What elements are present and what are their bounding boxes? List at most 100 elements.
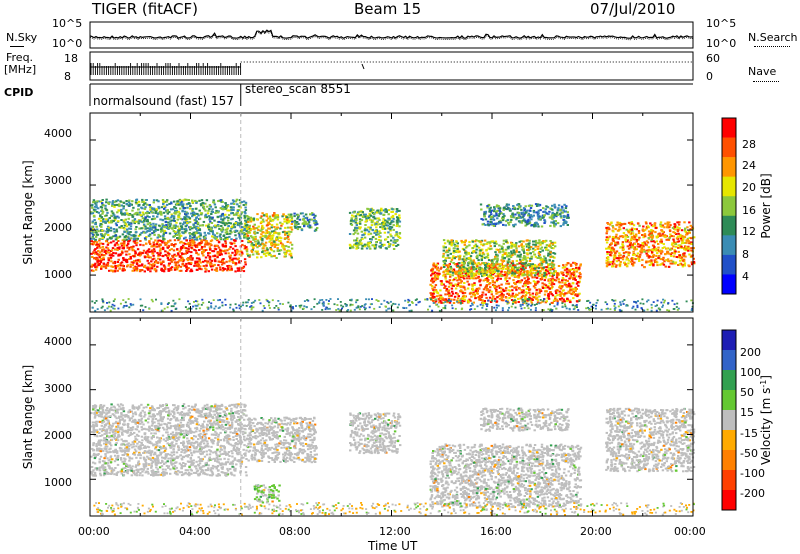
velocity-colorbar-cell-1 [722, 350, 736, 371]
power-ground-scatter [91, 298, 694, 312]
nsearch-legend-line [754, 46, 790, 47]
velocity-region-5 [479, 407, 570, 432]
freq-panel-frame [89, 51, 694, 81]
freq-bars [90, 63, 242, 75]
power-cb-tick-16: 16 [742, 204, 756, 217]
velocity-cb-tick-m50: -50 [740, 447, 758, 460]
velocity-ytick-2000: 2000 [44, 429, 72, 442]
rotated-label-layer: Slant Range [km] Power [dB] Slant Range [k… [21, 160, 773, 469]
freq-unit-label: [MHz] [4, 63, 37, 76]
noise-search-line [89, 31, 694, 41]
velocity-region-6 [605, 407, 696, 473]
power-ytick-3000: 3000 [44, 174, 72, 187]
power-colorbar-cell-5 [722, 215, 736, 236]
power-region-0 [90, 239, 248, 273]
power-region-6 [441, 239, 557, 278]
power-colorbar-frame [721, 117, 737, 295]
x-tick-3: 12:00 [379, 525, 411, 538]
velocity-cb-tick-15: 15 [740, 406, 754, 419]
nsky-label: N.Sky [6, 31, 38, 44]
freq-tick-bottom: 8 [64, 70, 71, 83]
velocity-colorbar-cell-0 [722, 330, 736, 351]
velocity-cb-tick-100: 100 [740, 366, 761, 379]
power-colorbar-label: Power [dB] [759, 173, 773, 238]
power-colorbar-cell-6 [722, 235, 736, 256]
power-cb-tick-4: 4 [742, 270, 749, 283]
power-colorbar-cell-3 [722, 176, 736, 197]
power-colorbar-cell-4 [722, 196, 736, 217]
velocity-region-2 [253, 484, 281, 504]
cpid-label: CPID [4, 86, 34, 99]
power-ytick-2000: 2000 [44, 221, 72, 234]
power-cb-tick-8: 8 [742, 248, 749, 261]
data-layer [89, 29, 736, 516]
velocity-region-4 [429, 443, 583, 509]
velocity-cb-tick-50: 50 [740, 386, 754, 399]
cpid-segment-2: stereo_scan 8551 [245, 82, 351, 96]
power-region-3 [291, 212, 319, 232]
velocity-region-1 [245, 416, 318, 464]
frame-layer [89, 21, 737, 517]
velocity-panel-frame [89, 317, 694, 517]
nsearch-tick-bottom: 10^0 [706, 37, 737, 50]
power-cb-tick-12: 12 [742, 225, 756, 238]
velocity-ytick-1000: 1000 [44, 476, 72, 489]
power-cb-tick-24: 24 [742, 159, 756, 172]
x-axis-label: Time UT [368, 539, 418, 553]
x-tick-1: 04:00 [179, 525, 211, 538]
velocity-colorbar-cell-4 [722, 410, 736, 431]
velocity-colorbar-label: Velocity [m s-1] [759, 375, 773, 465]
nave-legend-line [753, 81, 779, 82]
cpid-segment-1: normalsound (fast) 157 [93, 94, 234, 108]
power-colorbar-cell-1 [722, 137, 736, 158]
nave-tick-bottom: 0 [706, 70, 713, 83]
velocity-colorbar-cell-8 [722, 490, 736, 511]
nsky-tick-bottom: 10^0 [52, 37, 83, 50]
radar-title: TIGER (fitACF) [92, 0, 199, 18]
power-region-8 [605, 221, 696, 269]
velocity-ytick-3000: 3000 [44, 382, 72, 395]
velocity-cb-tick-200: 200 [740, 346, 761, 359]
velocity-cb-tick-m15: -15 [740, 427, 758, 440]
power-colorbar-cell-2 [722, 157, 736, 177]
noise-sky-line [89, 29, 694, 39]
power-region-7 [479, 203, 570, 228]
velocity-cb-tick-m200: -200 [740, 487, 765, 500]
velocity-region-3 [349, 412, 402, 455]
velocity-y-axis-label: Slant Range [km] [21, 365, 35, 469]
x-tick-0: 00:00 [78, 525, 110, 538]
velocity-colorbar-cell-5 [722, 430, 736, 451]
power-colorbar-cell-0 [722, 118, 736, 138]
noise-panel-frame [89, 21, 694, 49]
power-region-4 [348, 207, 402, 250]
nsearch-label: N.Search [748, 31, 798, 44]
nsky-tick-top: 10^5 [52, 17, 83, 30]
velocity-colorbar-frame [721, 329, 737, 511]
power-ytick-1000: 1000 [44, 268, 72, 281]
velocity-region-0 [90, 403, 249, 477]
power-ytick-4000: 4000 [44, 127, 72, 140]
power-region-2 [245, 212, 294, 259]
freq-label: Freq. [6, 51, 34, 64]
nave-label: Nave [748, 65, 777, 78]
x-tick-2: 08:00 [279, 525, 311, 538]
x-tick-6: 00:00 [674, 525, 706, 538]
velocity-colorbar-cell-6 [722, 450, 736, 471]
x-tick-4: 16:00 [480, 525, 512, 538]
power-cb-tick-20: 20 [742, 181, 756, 194]
beam-label: Beam 15 [354, 0, 422, 18]
nsearch-tick-top: 10^5 [706, 17, 737, 30]
velocity-ytick-4000: 4000 [44, 335, 72, 348]
power-cb-tick-28: 28 [742, 138, 756, 151]
nave-tick-top: 60 [706, 52, 720, 65]
power-region-1 [90, 198, 249, 241]
velocity-colorbar-cell-2 [722, 370, 736, 391]
power-y-axis-label: Slant Range [km] [21, 160, 35, 264]
power-colorbar-cell-8 [722, 274, 736, 295]
velocity-cb-tick-m100: -100 [740, 467, 765, 480]
velocity-colorbar-cell-3 [722, 390, 736, 411]
freq-tick-top: 18 [64, 52, 78, 65]
freq-mark [361, 63, 365, 70]
date-label: 07/Jul/2010 [590, 0, 676, 18]
